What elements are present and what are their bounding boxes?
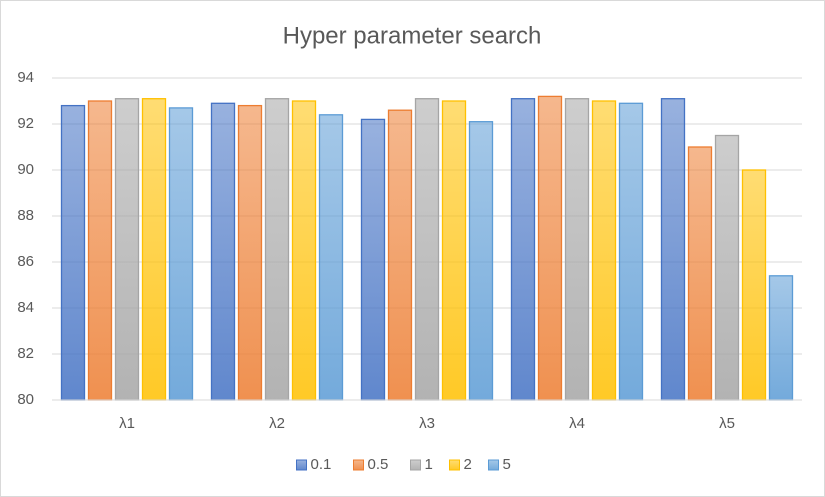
bar xyxy=(510,98,536,401)
bar xyxy=(564,98,590,401)
x-tick-label: λ1 xyxy=(119,415,135,432)
bar xyxy=(687,146,713,401)
legend-swatch xyxy=(296,459,307,471)
x-tick-label: λ5 xyxy=(719,415,735,432)
bar xyxy=(768,275,794,401)
bar xyxy=(660,98,686,401)
bar xyxy=(168,107,194,401)
legend-label: 0.5 xyxy=(368,456,389,473)
y-tick-label: 90 xyxy=(17,161,34,178)
legend-label: 2 xyxy=(464,456,472,473)
legend-label: 1 xyxy=(425,456,433,473)
bar xyxy=(537,95,563,401)
bar xyxy=(414,98,440,401)
bar xyxy=(114,98,140,401)
bar xyxy=(210,102,236,401)
legend-swatch xyxy=(353,459,364,471)
bar xyxy=(441,100,467,401)
bar xyxy=(141,98,167,401)
legend-label: 0.1 xyxy=(311,456,332,473)
legend-swatch xyxy=(488,459,499,471)
bar xyxy=(318,114,344,401)
x-tick-label: λ4 xyxy=(569,415,585,432)
bar xyxy=(360,118,386,401)
y-tick-label: 92 xyxy=(17,115,34,132)
bar xyxy=(468,121,494,401)
bar xyxy=(87,100,113,401)
y-tick-label: 82 xyxy=(17,345,34,362)
bar xyxy=(291,100,317,401)
y-tick-label: 86 xyxy=(17,253,34,270)
x-tick-label: λ2 xyxy=(269,415,285,432)
bar xyxy=(237,104,263,401)
legend-swatch xyxy=(449,459,460,471)
bar xyxy=(714,134,740,401)
y-tick-label: 88 xyxy=(17,207,34,224)
legend-swatch xyxy=(410,459,421,471)
x-tick-label: λ3 xyxy=(419,415,435,432)
y-tick-label: 84 xyxy=(17,299,34,316)
chart-title: Hyper parameter search xyxy=(283,22,542,49)
bar xyxy=(618,102,644,401)
legend-label: 5 xyxy=(503,456,511,473)
bar xyxy=(741,169,767,401)
y-tick-label: 80 xyxy=(17,391,34,408)
bar xyxy=(591,100,617,401)
bar xyxy=(60,104,86,401)
bar xyxy=(264,98,290,401)
y-tick-label: 94 xyxy=(17,69,34,86)
bar xyxy=(387,109,413,401)
